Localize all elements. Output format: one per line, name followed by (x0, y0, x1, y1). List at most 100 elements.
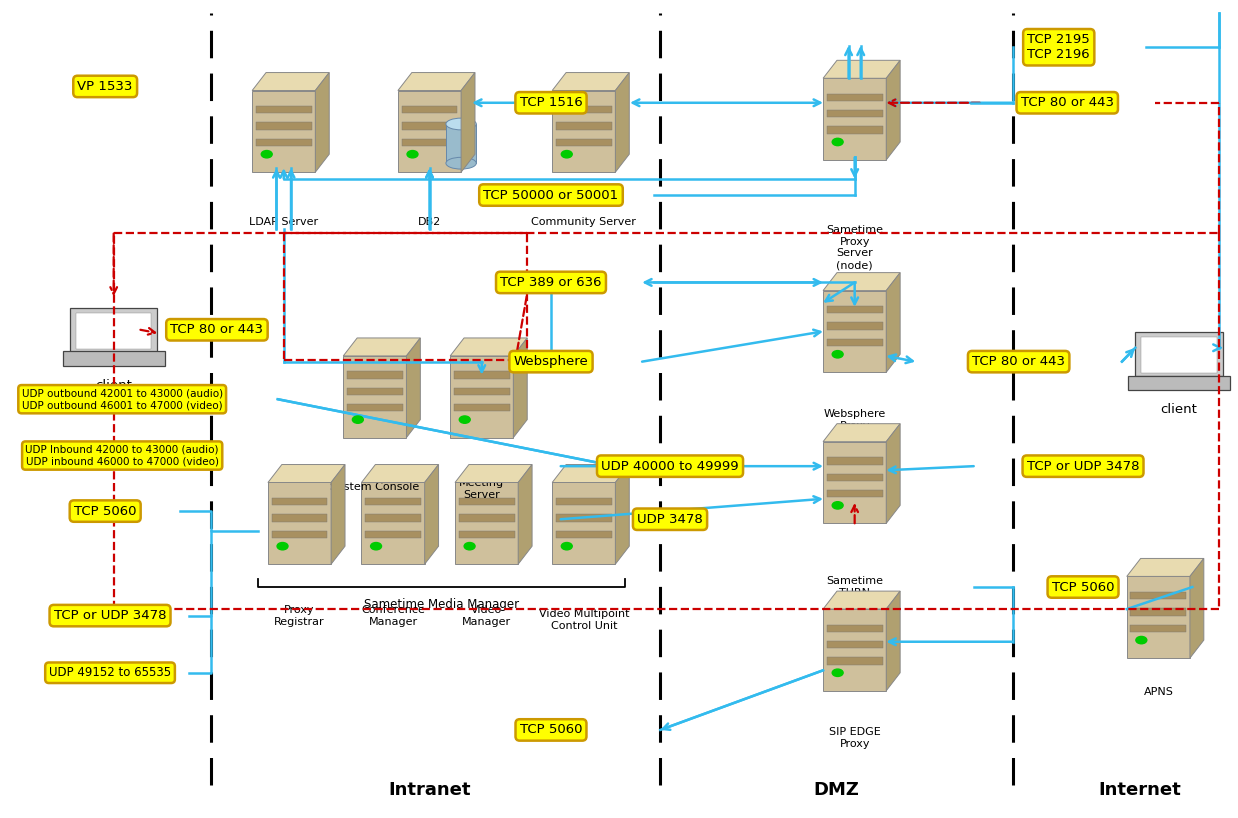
Polygon shape (1127, 559, 1203, 577)
Text: Video Multipoint
Control Unit: Video Multipoint Control Unit (539, 609, 629, 631)
FancyBboxPatch shape (556, 139, 612, 146)
FancyBboxPatch shape (1130, 625, 1186, 632)
FancyBboxPatch shape (1127, 577, 1190, 658)
Polygon shape (1190, 559, 1203, 658)
Polygon shape (823, 424, 900, 442)
Polygon shape (406, 338, 421, 438)
FancyBboxPatch shape (458, 515, 515, 522)
FancyBboxPatch shape (1130, 609, 1186, 616)
FancyBboxPatch shape (401, 123, 458, 130)
FancyBboxPatch shape (458, 498, 515, 506)
Polygon shape (343, 338, 421, 356)
Text: UDP 40000 to 49999: UDP 40000 to 49999 (602, 460, 739, 473)
FancyBboxPatch shape (365, 515, 421, 522)
FancyBboxPatch shape (256, 106, 312, 114)
Text: UDP Inbound 42000 to 43000 (audio)
UDP inbound 46000 to 47000 (video): UDP Inbound 42000 to 43000 (audio) UDP i… (26, 445, 219, 466)
FancyBboxPatch shape (823, 290, 886, 372)
Polygon shape (615, 465, 629, 564)
FancyBboxPatch shape (361, 483, 425, 564)
Circle shape (464, 542, 475, 550)
FancyBboxPatch shape (446, 124, 477, 164)
FancyBboxPatch shape (454, 404, 510, 411)
FancyBboxPatch shape (451, 356, 514, 438)
Circle shape (370, 542, 381, 550)
Ellipse shape (446, 118, 477, 130)
FancyBboxPatch shape (552, 483, 615, 564)
Circle shape (832, 501, 843, 509)
FancyBboxPatch shape (556, 531, 612, 538)
FancyBboxPatch shape (365, 498, 421, 506)
Polygon shape (331, 465, 345, 564)
FancyBboxPatch shape (1128, 375, 1231, 390)
FancyBboxPatch shape (271, 515, 328, 522)
Text: Intranet: Intranet (389, 781, 470, 799)
FancyBboxPatch shape (454, 371, 510, 379)
FancyBboxPatch shape (401, 106, 458, 114)
FancyBboxPatch shape (556, 106, 612, 114)
Text: TCP or UDP 3478: TCP or UDP 3478 (1026, 460, 1139, 473)
FancyBboxPatch shape (253, 91, 316, 172)
Polygon shape (615, 73, 629, 172)
FancyBboxPatch shape (365, 531, 421, 538)
Polygon shape (823, 272, 900, 290)
Polygon shape (552, 465, 629, 483)
FancyBboxPatch shape (827, 641, 883, 649)
Text: Websphere
Proxy: Websphere Proxy (823, 409, 886, 430)
Text: TCP 50000 or 50001: TCP 50000 or 50001 (483, 188, 619, 201)
FancyBboxPatch shape (271, 531, 328, 538)
Text: SIP EDGE
Proxy: SIP EDGE Proxy (828, 727, 880, 749)
FancyBboxPatch shape (827, 474, 883, 481)
Text: Meeting
Server: Meeting Server (459, 479, 504, 500)
Circle shape (277, 542, 288, 550)
Polygon shape (886, 61, 900, 160)
Text: Sametime
TURN
Server: Sametime TURN Server (826, 577, 883, 609)
Circle shape (561, 542, 572, 550)
Text: VP 1533: VP 1533 (78, 80, 132, 93)
Circle shape (1136, 636, 1146, 644)
FancyBboxPatch shape (256, 123, 312, 130)
Circle shape (407, 151, 418, 158)
Circle shape (261, 151, 272, 158)
Text: Video
Manager: Video Manager (462, 605, 511, 627)
Circle shape (832, 351, 843, 358)
FancyBboxPatch shape (271, 498, 328, 506)
FancyBboxPatch shape (552, 91, 615, 172)
Polygon shape (552, 73, 629, 91)
FancyBboxPatch shape (458, 531, 515, 538)
Polygon shape (886, 424, 900, 524)
Text: UDP 3478: UDP 3478 (638, 513, 703, 526)
Text: Community Server: Community Server (531, 217, 636, 227)
FancyBboxPatch shape (1135, 332, 1223, 376)
Polygon shape (397, 73, 475, 91)
FancyBboxPatch shape (343, 356, 406, 438)
FancyBboxPatch shape (556, 515, 612, 522)
Text: client: client (1160, 403, 1197, 416)
Polygon shape (823, 61, 900, 79)
Ellipse shape (446, 157, 477, 169)
Text: UDP 49152 to 65535: UDP 49152 to 65535 (50, 667, 171, 679)
Text: Websphere: Websphere (514, 355, 588, 368)
Text: client: client (95, 379, 132, 392)
FancyBboxPatch shape (827, 625, 883, 632)
Polygon shape (456, 465, 532, 483)
Polygon shape (425, 465, 438, 564)
FancyBboxPatch shape (397, 91, 461, 172)
Polygon shape (519, 465, 532, 564)
FancyBboxPatch shape (827, 127, 883, 134)
FancyBboxPatch shape (256, 139, 312, 146)
Text: TCP 80 or 443: TCP 80 or 443 (972, 355, 1065, 368)
Circle shape (459, 416, 470, 423)
Polygon shape (361, 465, 438, 483)
FancyBboxPatch shape (823, 79, 886, 160)
Polygon shape (253, 73, 329, 91)
Text: TCP or UDP 3478: TCP or UDP 3478 (53, 609, 166, 622)
Text: TCP 80 or 443: TCP 80 or 443 (1021, 97, 1114, 110)
FancyBboxPatch shape (456, 483, 519, 564)
Text: TCP 80 or 443: TCP 80 or 443 (171, 323, 264, 336)
Text: TCP 5060: TCP 5060 (74, 505, 136, 518)
Text: System Console: System Console (331, 483, 420, 492)
FancyBboxPatch shape (556, 498, 612, 506)
Text: APNS: APNS (1144, 686, 1174, 697)
FancyBboxPatch shape (556, 123, 612, 130)
FancyBboxPatch shape (827, 457, 883, 465)
